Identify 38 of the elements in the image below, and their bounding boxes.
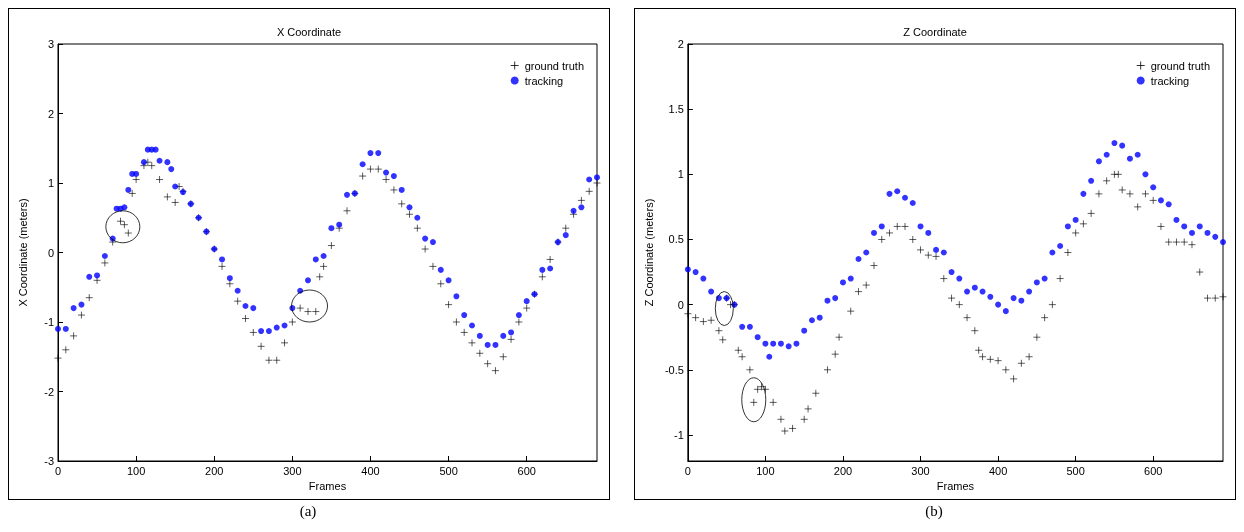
legend-label: tracking [1150,74,1190,87]
x-tick-label: 100 [756,464,775,477]
text: (b) [924,502,944,520]
y-tick-label: 0 [677,298,684,311]
chart-title: X Coordinate [276,25,342,38]
y-tick-label: -3 [44,455,54,467]
y-tick-label: 2 [677,38,684,50]
legend-label: ground truth [1150,59,1211,72]
x-tick-label: 200 [205,464,224,477]
x-tick-label: 200 [833,464,853,477]
x-tick-label: 400 [361,464,380,477]
x-tick-label: 500 [1066,464,1085,477]
x-tick-label: 600 [1144,464,1163,477]
x-axis-title: Frames [308,480,347,493]
y-tick-label: 2 [47,107,54,120]
x-tick-label: 300 [283,464,302,477]
y-tick-label: 1 [677,168,684,181]
x-tick-label: 100 [126,464,146,477]
x-tick-label: 300 [911,464,930,477]
y-tick-label: 3 [47,38,54,50]
legend-label: ground truth [524,59,585,72]
y-axis-title: X Coordinate (meters) [16,198,29,307]
y-tick-label: -0.5 [664,363,684,376]
text: (a) [298,502,318,520]
chart-title: Z Coordinate [903,25,967,38]
y-tick-label: 1 [47,177,54,189]
y-tick-label: 0 [47,246,54,259]
x-axis-title: Frames [936,480,975,493]
legend-label: tracking [524,74,564,87]
x-tick-label: 500 [439,464,458,477]
x-tick-label: 600 [517,464,536,477]
x-tick-label: 400 [988,464,1008,477]
y-tick-label: -1 [44,316,54,328]
y-tick-label: -1 [674,428,684,441]
y-tick-label: 1.5 [668,103,684,116]
y-axis-title: Z Coordinate (meters) [642,198,655,307]
y-tick-label: 0.5 [668,233,684,246]
y-tick-label: -2 [44,385,54,398]
